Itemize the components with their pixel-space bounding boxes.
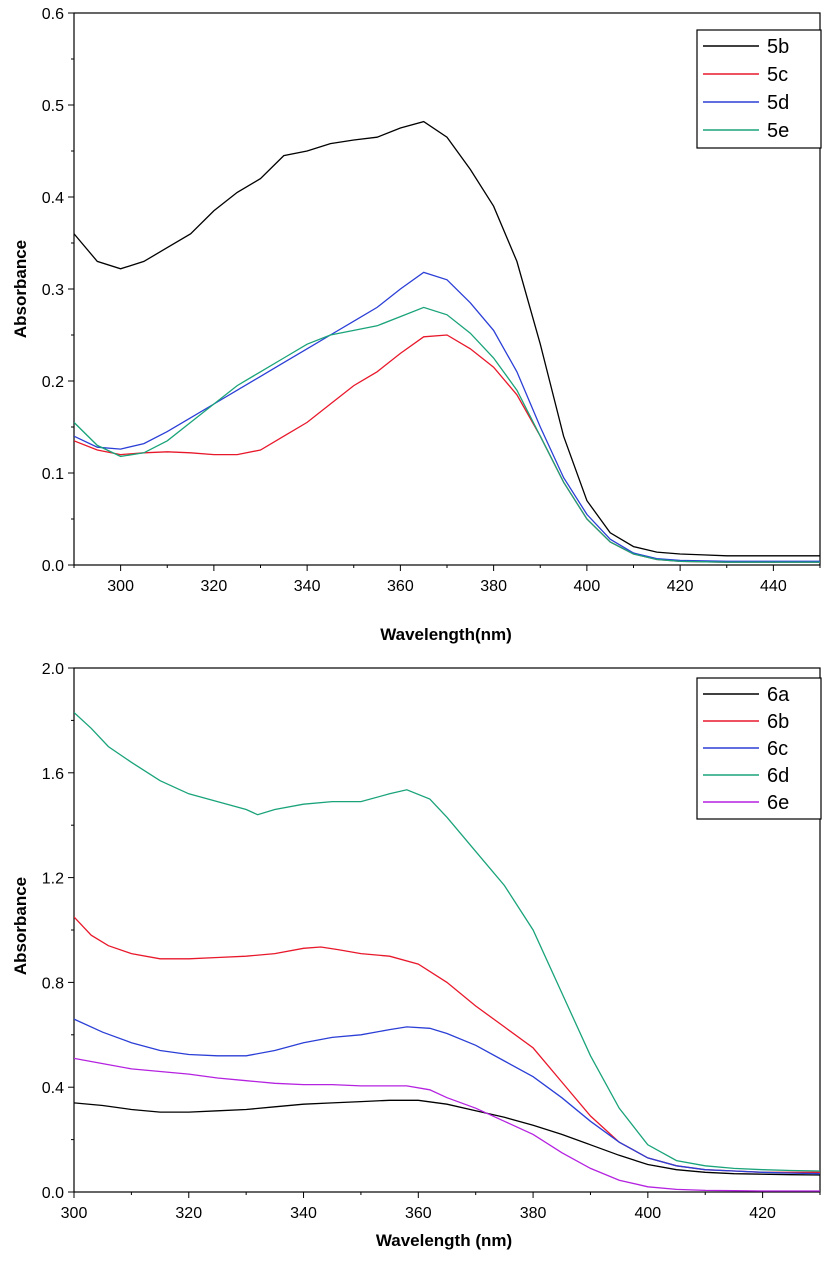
- y-axis-title: Absorbance: [11, 240, 30, 338]
- x-tick-label: 300: [61, 1205, 88, 1222]
- x-tick-label: 340: [290, 1205, 317, 1222]
- series-line-5e: [74, 306, 820, 563]
- chart-top-5-series: Wavelength(nm) Absorbance 300 320 340 360 38…: [11, 6, 822, 644]
- legend: 6a 6b 6c 6d 6e: [696, 677, 822, 820]
- x-tick-label: 360: [387, 578, 414, 595]
- legend-label-5c: 5c: [767, 64, 788, 86]
- x-axis-title: Wavelength(nm): [380, 625, 512, 644]
- y-tick-label: 0.0: [42, 1185, 64, 1202]
- y-tick-label: 0.3: [42, 282, 64, 299]
- series-line-6a: [74, 1099, 820, 1176]
- series-line-6e: [74, 1057, 820, 1192]
- x-tick-label: 420: [667, 578, 694, 595]
- y-tick-label: 0.1: [42, 466, 64, 483]
- x-tick-label: 320: [175, 1205, 202, 1222]
- series-line-6c: [74, 1018, 820, 1175]
- legend-label-6d: 6d: [767, 765, 789, 787]
- x-tick-label: 320: [201, 578, 228, 595]
- legend-label-5d: 5d: [767, 92, 789, 114]
- legend-label-6c: 6c: [767, 738, 788, 760]
- series-line-6b: [74, 916, 820, 1173]
- legend-label-6b: 6b: [767, 711, 789, 733]
- y-tick-label: 0.5: [42, 98, 64, 115]
- x-tick-label: 380: [480, 578, 507, 595]
- x-tick-label: 400: [574, 578, 601, 595]
- y-tick-label: 0.2: [42, 374, 64, 391]
- y-tick-label: 0.4: [42, 190, 64, 207]
- y-tick-label: 0.0: [42, 558, 64, 575]
- y-tick-label: 1.6: [42, 766, 64, 783]
- legend: 5b 5c 5d 5e: [696, 29, 822, 149]
- y-tick-label: 0.8: [42, 975, 64, 992]
- y-tick-label: 1.2: [42, 871, 64, 888]
- series-line-6d: [74, 712, 820, 1172]
- series-line-5d: [74, 271, 820, 562]
- y-axis-title: Absorbance: [11, 877, 30, 975]
- series-line-5c: [74, 334, 820, 563]
- legend-label-5e: 5e: [767, 120, 789, 142]
- x-tick-label: 400: [634, 1205, 661, 1222]
- x-tick-label: 360: [405, 1205, 432, 1222]
- chart-bottom-6-series: Wavelength (nm) Absorbance 300 320 340 360 3…: [11, 661, 822, 1250]
- legend-label-6a: 6a: [767, 684, 790, 706]
- x-tick-label: 340: [294, 578, 321, 595]
- x-tick-label: 300: [107, 578, 134, 595]
- x-tick-label: 420: [749, 1205, 776, 1222]
- x-axis-title: Wavelength (nm): [376, 1231, 512, 1250]
- legend-box: [696, 29, 822, 149]
- legend-label-6e: 6e: [767, 792, 789, 814]
- y-tick-label: 2.0: [42, 661, 64, 678]
- y-tick-label: 0.4: [42, 1080, 64, 1097]
- x-tick-label: 380: [520, 1205, 547, 1222]
- series-line-5b: [74, 120, 820, 557]
- legend-label-5b: 5b: [767, 36, 789, 58]
- x-tick-label: 440: [760, 578, 787, 595]
- y-tick-label: 0.6: [42, 6, 64, 23]
